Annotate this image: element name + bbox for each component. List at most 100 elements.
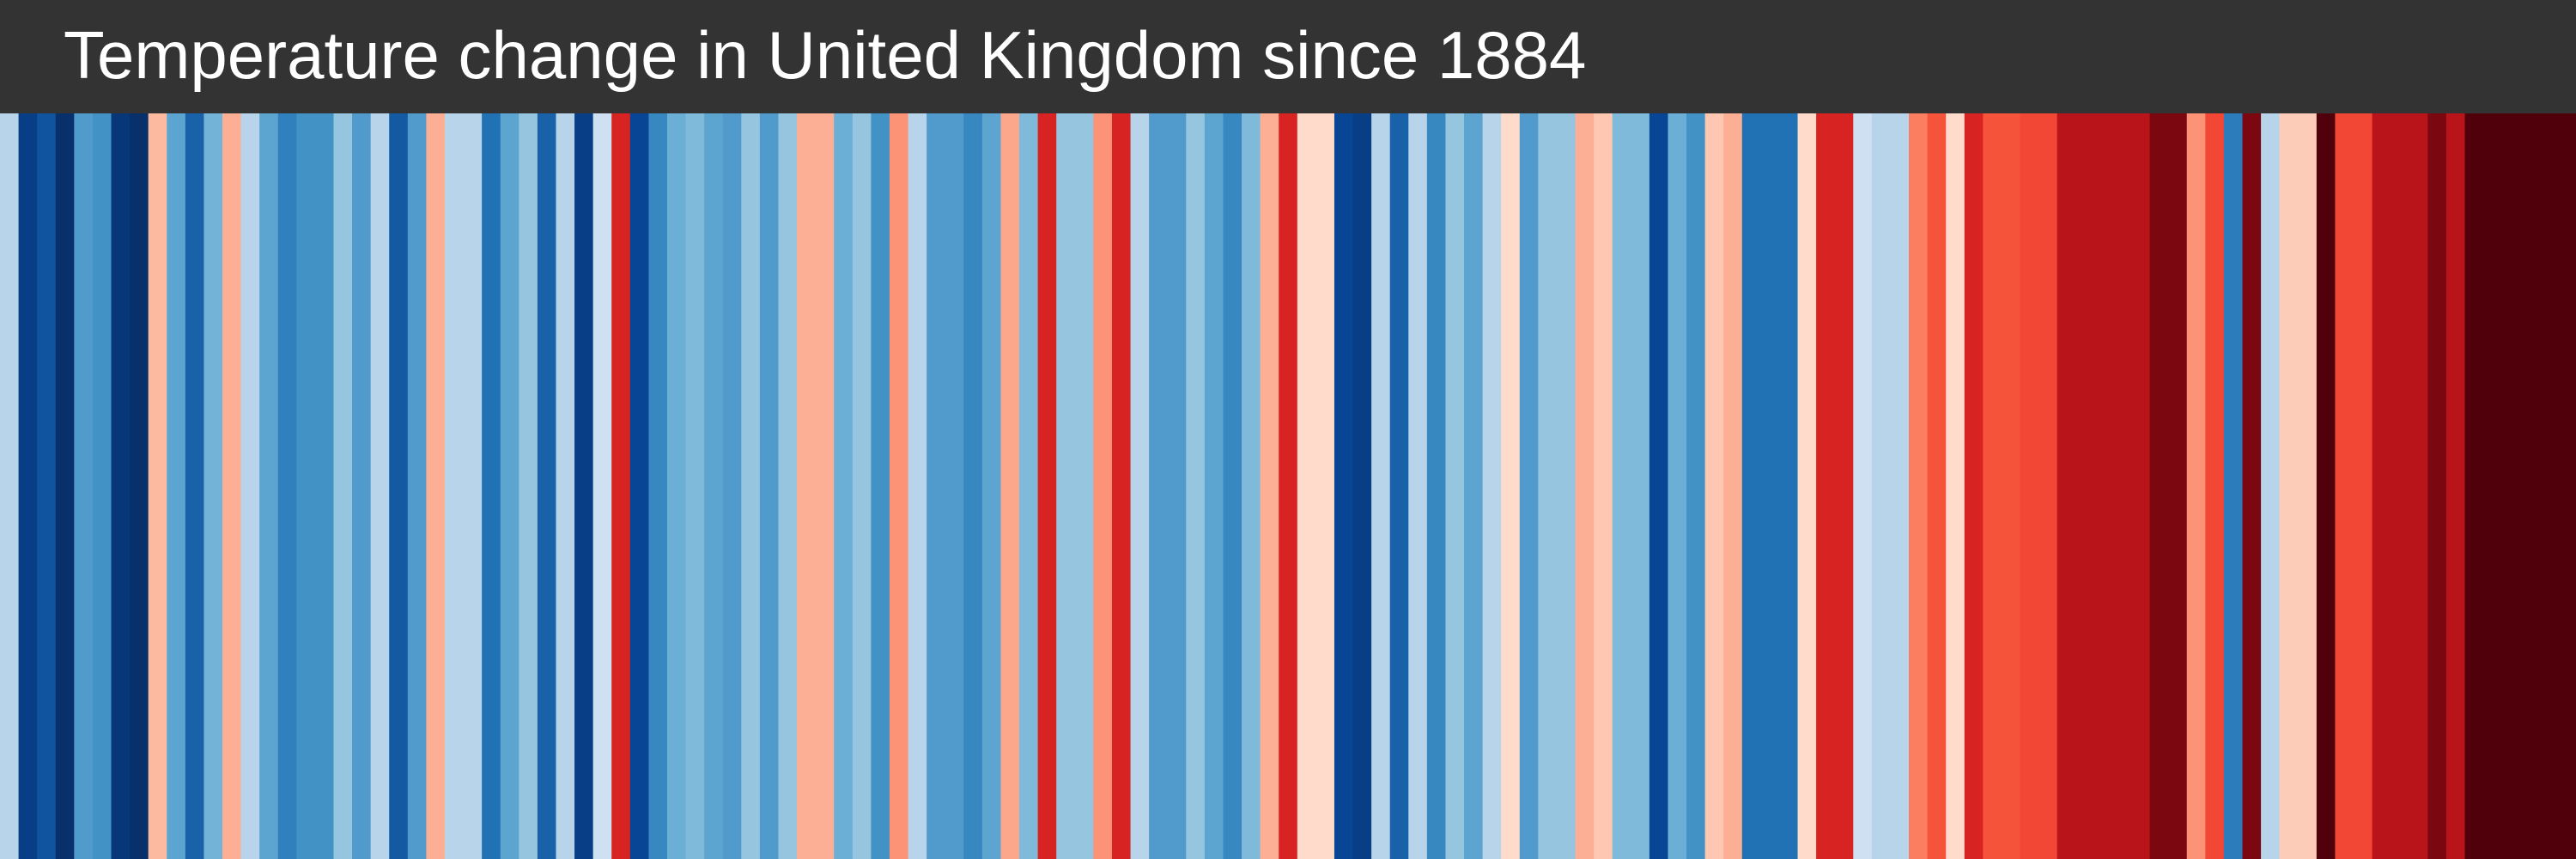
stripe-2011 (2354, 0, 2373, 859)
stripe-2004 (2223, 0, 2244, 859)
stripe-1950 (1223, 0, 1242, 859)
stripe-1957 (1352, 0, 1372, 859)
stripe-1909 (463, 0, 483, 859)
stripe-1984 (1853, 0, 1873, 859)
stripe-1896 (222, 0, 242, 859)
stripe-1892 (148, 0, 167, 859)
stripe-1948 (1186, 0, 1206, 859)
title-banner: Temperature change in United Kingdom sin… (0, 0, 2576, 113)
stripe-1908 (444, 0, 465, 859)
stripe-1953 (1279, 0, 1298, 859)
stripe-1898 (259, 0, 279, 859)
stripe-1904 (370, 0, 390, 859)
stripe-1944 (1111, 0, 1132, 859)
stripe-1913 (537, 0, 557, 859)
stripe-1912 (519, 0, 538, 859)
stripe-1939 (1019, 0, 1039, 859)
stripe-2010 (2335, 0, 2354, 859)
stripe-1972 (1631, 0, 1650, 859)
stripe-1920 (666, 0, 687, 859)
stripe-1989 (1946, 0, 1965, 859)
stripe-1955 (1315, 0, 1335, 859)
stripe-1888 (74, 0, 94, 859)
stripe-1924 (741, 0, 761, 859)
chart-title: Temperature change in United Kingdom sin… (64, 17, 1587, 93)
stripe-1914 (556, 0, 575, 859)
stripe-1956 (1334, 0, 1354, 859)
stripe-1922 (704, 0, 724, 859)
stripe-1969 (1575, 0, 1595, 859)
stripe-1900 (296, 0, 316, 859)
stripe-2022 (2557, 0, 2576, 859)
stripe-1901 (314, 0, 335, 859)
stripe-1952 (1260, 0, 1279, 859)
stripe-1958 (1371, 0, 1391, 859)
stripe-1884 (0, 0, 20, 859)
stripe-1962 (1445, 0, 1465, 859)
stripe-2000 (2149, 0, 2169, 859)
stripe-1980 (1778, 0, 1799, 859)
stripe-1979 (1760, 0, 1780, 859)
stripe-1933 (908, 0, 927, 859)
stripe-1927 (797, 0, 817, 859)
stripe-1971 (1612, 0, 1631, 859)
stripe-1894 (185, 0, 205, 859)
stripe-1996 (2075, 0, 2095, 859)
stripe-1903 (352, 0, 372, 859)
stripe-2013 (2391, 0, 2410, 859)
stripe-1946 (1149, 0, 1169, 859)
stripe-2015 (2427, 0, 2447, 859)
stripe-1906 (407, 0, 428, 859)
stripe-1981 (1797, 0, 1817, 859)
stripe-2021 (2538, 0, 2559, 859)
stripe-1943 (1093, 0, 1113, 859)
stripe-2003 (2205, 0, 2225, 859)
stripe-1919 (648, 0, 668, 859)
stripe-1910 (482, 0, 501, 859)
stripe-1885 (18, 0, 38, 859)
stripe-1929 (834, 0, 854, 859)
stripe-1987 (1909, 0, 1929, 859)
stripe-1921 (685, 0, 705, 859)
stripe-2020 (2520, 0, 2540, 859)
stripe-2006 (2261, 0, 2281, 859)
stripe-1942 (1074, 0, 1094, 859)
stripe-1961 (1426, 0, 1447, 859)
stripe-1994 (2038, 0, 2058, 859)
stripe-1993 (2020, 0, 2039, 859)
stripe-1999 (2131, 0, 2151, 859)
stripe-1966 (1519, 0, 1539, 859)
stripe-1963 (1464, 0, 1484, 859)
stripe-2001 (2168, 0, 2188, 859)
stripe-1907 (426, 0, 446, 859)
stripe-1937 (981, 0, 1002, 859)
stripe-1986 (1890, 0, 1910, 859)
stripe-2018 (2483, 0, 2503, 859)
stripe-2012 (2372, 0, 2391, 859)
stripe-1991 (1983, 0, 2002, 859)
stripe-1954 (1297, 0, 1316, 859)
stripe-1940 (1037, 0, 1057, 859)
stripe-1893 (167, 0, 186, 859)
stripe-1917 (611, 0, 631, 859)
stripe-1886 (37, 0, 57, 859)
stripe-1959 (1389, 0, 1409, 859)
stripe-1899 (277, 0, 297, 859)
stripe-1968 (1556, 0, 1577, 859)
stripe-1935 (945, 0, 964, 859)
stripe-1997 (2093, 0, 2114, 859)
stripe-1976 (1704, 0, 1724, 859)
stripe-1985 (1871, 0, 1892, 859)
stripe-1964 (1482, 0, 1502, 859)
stripe-1973 (1649, 0, 1669, 859)
stripe-1905 (389, 0, 409, 859)
stripe-2019 (2501, 0, 2521, 859)
stripe-1965 (1501, 0, 1521, 859)
stripe-1926 (778, 0, 798, 859)
stripe-1988 (1927, 0, 1947, 859)
stripe-1916 (592, 0, 612, 859)
stripe-2014 (2409, 0, 2428, 859)
stripe-1992 (2001, 0, 2021, 859)
